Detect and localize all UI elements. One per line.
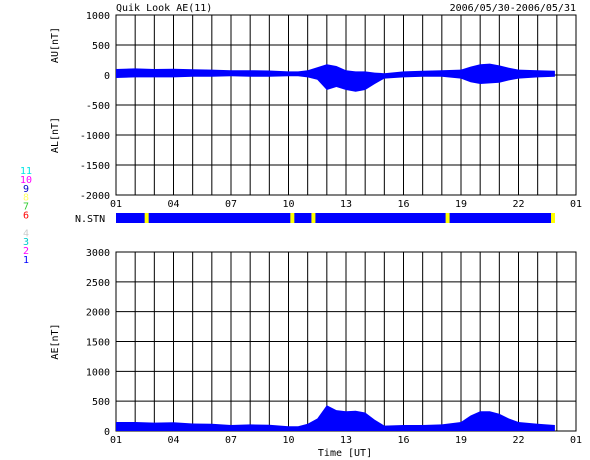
y-tick-label: 1000 (86, 367, 110, 378)
legend-entry-1: 1 (23, 255, 29, 266)
y-tick-label: 500 (92, 41, 110, 52)
x-tick-label: 01 (110, 435, 122, 446)
y-tick-label: 0 (104, 71, 110, 82)
x-tick-label: 01 (570, 435, 582, 446)
y-tick-label: 1000 (86, 11, 110, 22)
legend-entry-10: 10 (20, 175, 32, 186)
date-range: 2006/05/30-2006/05/31 (450, 3, 576, 14)
station-bar-marker (445, 213, 450, 223)
legend-entry-9: 9 (23, 184, 29, 195)
x-tick-label: 10 (282, 199, 294, 210)
x-tick-label: 01 (570, 199, 582, 210)
x-tick-label: 16 (397, 199, 409, 210)
legend-entry-7: 7 (23, 202, 29, 213)
y-tick-label: 2500 (86, 278, 110, 289)
y-tick-label: 0 (104, 427, 110, 438)
y-tick-label: 2000 (86, 308, 110, 319)
x-tick-label: 01 (110, 199, 122, 210)
plot-frame (115, 14, 577, 196)
x-tick-label: 22 (512, 435, 524, 446)
chart-title: Quik Look AE(11) (116, 3, 212, 14)
station-bar-label: N.STN (75, 214, 105, 225)
y-tick-label: 1500 (86, 338, 110, 349)
ae-series-area (116, 405, 555, 431)
x-tick-label: 19 (455, 435, 467, 446)
legend-entry-2: 2 (23, 246, 29, 257)
ae-axis-label: AE[nT] (50, 323, 61, 359)
au-axis-label: AU[nT] (50, 27, 61, 63)
x-tick-label: 13 (340, 435, 352, 446)
legend-entry-5: 5 (23, 219, 29, 230)
station-bar-fill (116, 213, 555, 223)
y-tick-label: 500 (92, 397, 110, 408)
legend-entry-6: 6 (23, 211, 29, 222)
legend-entry-8: 8 (23, 193, 29, 204)
station-bar: N.STN (75, 213, 555, 225)
au-series-area (116, 63, 555, 75)
x-tick-label: 13 (340, 199, 352, 210)
station-bar-marker (144, 213, 149, 223)
y-tick-label: -1000 (80, 131, 110, 142)
station-bar-marker (551, 213, 555, 223)
x-tick-label: 07 (225, 199, 237, 210)
y-tick-label: -2000 (80, 191, 110, 202)
x-tick-label: 07 (225, 435, 237, 446)
legend-entry-4: 4 (23, 228, 29, 239)
legend-entry-11: 11 (20, 166, 32, 177)
al-axis-label: AL[nT] (50, 117, 61, 153)
x-axis-label: Time [UT] (318, 448, 372, 459)
y-tick-label: 3000 (86, 248, 110, 259)
x-tick-label: 16 (397, 435, 409, 446)
al-series-area (116, 75, 555, 92)
station-bar-marker (290, 213, 295, 223)
x-tick-label: 10 (282, 435, 294, 446)
x-tick-label: 19 (455, 199, 467, 210)
x-tick-label: 04 (167, 435, 179, 446)
station-bar-marker (311, 213, 316, 223)
x-tick-label: 22 (512, 199, 524, 210)
x-tick-label: 04 (167, 199, 179, 210)
legend-entry-3: 3 (23, 237, 29, 248)
y-tick-label: -500 (86, 101, 110, 112)
y-tick-label: -1500 (80, 161, 110, 172)
